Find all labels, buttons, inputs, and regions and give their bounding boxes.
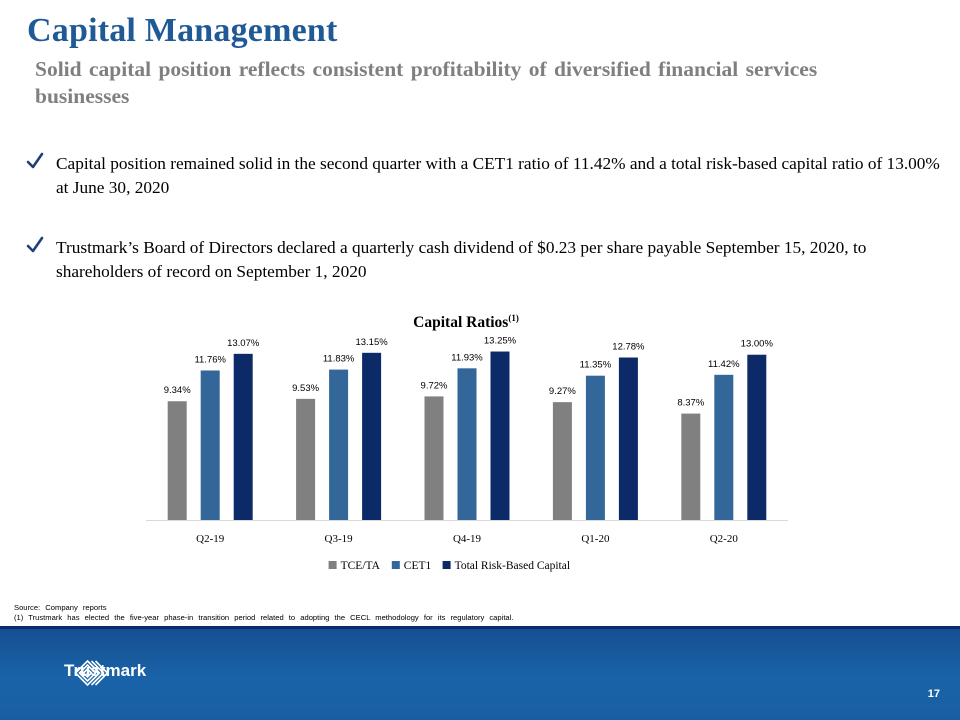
data-label: 11.76% <box>194 354 226 365</box>
x-tick-label: Q1-20 <box>581 533 610 545</box>
x-tick-label: Q2-19 <box>196 533 225 545</box>
chart-title: Capital Ratios(1) <box>413 313 519 331</box>
bar-total-risk-based-capital <box>233 353 253 520</box>
page-number: 17 <box>927 688 940 700</box>
footer-rule <box>0 626 960 629</box>
data-label: 9.72% <box>421 380 448 391</box>
data-label: 9.53% <box>292 383 319 394</box>
data-label: 12.78% <box>612 342 645 353</box>
data-label: 8.37% <box>677 398 704 409</box>
bullet-capital-position: Capital position remained solid in the s… <box>26 152 946 202</box>
bar-tce-ta <box>424 396 444 520</box>
bar-total-risk-based-capital <box>490 351 510 520</box>
page-title: Capital Management <box>27 12 338 49</box>
footnote-1: (1) Trustmark has elected the five-year … <box>14 613 514 622</box>
data-label: 13.25% <box>484 336 517 347</box>
data-label: 11.83% <box>323 354 355 365</box>
bar-tce-ta <box>681 413 701 520</box>
data-label: 13.15% <box>355 337 388 348</box>
trustmark-logo-icon <box>74 659 109 687</box>
data-label: 9.27% <box>549 386 576 397</box>
legend-label: TCE/TA <box>341 560 381 572</box>
x-tick-label: Q3-19 <box>325 533 354 545</box>
data-label: 11.93% <box>451 352 483 363</box>
legend-label: Total Risk-Based Capital <box>455 560 570 572</box>
data-label: 13.00% <box>741 339 774 350</box>
page-subtitle: Solid capital position reflects consiste… <box>35 57 818 108</box>
bullet-dividend: Trustmark’s Board of Directors declared … <box>26 236 946 286</box>
bar-total-risk-based-capital <box>362 352 382 520</box>
bar-cet1 <box>714 374 734 520</box>
bar-cet1 <box>200 370 220 520</box>
legend-swatch <box>442 561 451 569</box>
bar-cet1 <box>457 368 477 520</box>
bar-total-risk-based-capital <box>747 354 767 520</box>
data-label: 13.07% <box>227 338 260 349</box>
bar-tce-ta <box>167 401 187 520</box>
capital-ratios-chart: Capital Ratios(1) 9.34% 11.76%13.07% Q2-19 9… <box>146 313 788 572</box>
legend-swatch <box>391 561 400 569</box>
check-icon <box>26 236 44 253</box>
bar-cet1 <box>329 369 349 520</box>
bar-tce-ta <box>552 402 572 520</box>
legend-label: CET1 <box>404 560 432 572</box>
check-icon <box>26 152 44 169</box>
data-label: 11.42% <box>708 359 740 370</box>
x-tick-label: Q4-19 <box>453 533 482 545</box>
bullet-text: Capital position remained solid in the s… <box>56 154 940 197</box>
bullet-text: Trustmark’s Board of Directors declared … <box>56 238 867 281</box>
legend-swatch <box>328 561 337 569</box>
data-label: 9.34% <box>164 385 191 396</box>
x-tick-label: Q2-20 <box>710 533 739 545</box>
brand-name: Trustmark <box>64 661 147 680</box>
source-note: Source: Company reports <box>14 603 107 612</box>
footnotes: Source: Company reports (1) Trustmark ha… <box>14 603 513 623</box>
footer-band <box>0 629 960 720</box>
data-label: 11.35% <box>580 360 612 371</box>
bar-cet1 <box>585 375 605 520</box>
bar-tce-ta <box>296 398 316 520</box>
bar-total-risk-based-capital <box>618 357 638 520</box>
